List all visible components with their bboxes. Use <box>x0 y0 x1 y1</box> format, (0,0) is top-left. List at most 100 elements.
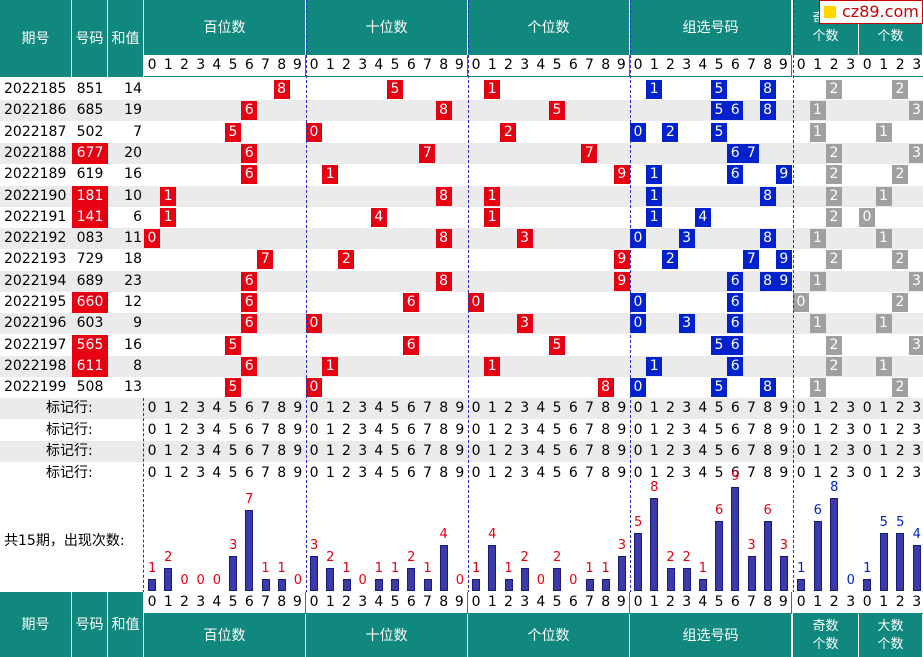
marker-digit[interactable]: 3 <box>682 400 692 416</box>
marker-digit[interactable]: 7 <box>261 400 270 416</box>
marker-digit[interactable]: 5 <box>390 421 400 438</box>
marker-digit[interactable]: 0 <box>862 464 872 481</box>
marker-digit[interactable]: 2 <box>895 443 905 459</box>
marker-digit[interactable]: 7 <box>747 421 756 438</box>
site-logo[interactable]: cz89.com <box>819 0 923 24</box>
marker-digit[interactable]: 4 <box>698 400 708 416</box>
marker-digit[interactable]: 6 <box>730 464 740 481</box>
marker-digit[interactable]: 2 <box>895 464 905 481</box>
marker-digit[interactable]: 2 <box>504 400 513 416</box>
marker-digit[interactable]: 6 <box>244 464 254 481</box>
marker-digit[interactable]: 8 <box>277 400 287 416</box>
marker-digit[interactable]: 1 <box>879 400 889 416</box>
marker-digit[interactable]: 2 <box>342 464 351 481</box>
marker-digit[interactable]: 3 <box>196 400 206 416</box>
marker-digit[interactable]: 7 <box>423 443 432 459</box>
marker-digit[interactable]: 6 <box>244 400 254 416</box>
marker-digit[interactable]: 3 <box>682 443 692 459</box>
marker-digit[interactable]: 5 <box>390 443 400 459</box>
marker-digit[interactable]: 7 <box>747 443 756 459</box>
marker-digit[interactable]: 1 <box>325 464 335 481</box>
marker-digit[interactable]: 4 <box>212 421 222 438</box>
marker-digit[interactable]: 5 <box>228 421 238 438</box>
marker-digit[interactable]: 8 <box>763 400 773 416</box>
marker-digit[interactable]: 4 <box>374 421 384 438</box>
marker-digit[interactable]: 1 <box>879 421 889 438</box>
marker-digit[interactable]: 7 <box>585 443 594 459</box>
marker-digit[interactable]: 1 <box>163 421 173 438</box>
marker-digit[interactable]: 6 <box>568 421 578 438</box>
marker-digit[interactable]: 8 <box>277 421 287 438</box>
marker-digit[interactable]: 8 <box>601 421 611 438</box>
marker-digit[interactable]: 6 <box>244 421 254 438</box>
marker-digit[interactable]: 2 <box>829 464 839 481</box>
marker-digit[interactable]: 5 <box>552 400 562 416</box>
marker-digit[interactable]: 6 <box>568 443 578 459</box>
marker-digit[interactable]: 3 <box>682 464 692 481</box>
marker-digit[interactable]: 9 <box>617 400 627 416</box>
marker-digit[interactable]: 9 <box>455 443 465 459</box>
marker-digit[interactable]: 8 <box>601 400 611 416</box>
marker-digit[interactable]: 3 <box>846 421 856 438</box>
marker-digit[interactable]: 0 <box>633 443 643 459</box>
marker-digit[interactable]: 1 <box>325 400 335 416</box>
marker-digit[interactable]: 8 <box>763 464 773 481</box>
marker-digit[interactable]: 2 <box>342 443 351 459</box>
marker-digit[interactable]: 1 <box>163 443 173 459</box>
marker-digit[interactable]: 3 <box>358 443 368 459</box>
marker-digit[interactable]: 3 <box>196 464 206 481</box>
marker-digit[interactable]: 2 <box>504 443 513 459</box>
marker-digit[interactable]: 4 <box>536 443 546 459</box>
marker-digit[interactable]: 8 <box>439 464 449 481</box>
marker-digit[interactable]: 2 <box>895 421 905 438</box>
marker-digit[interactable]: 4 <box>212 443 222 459</box>
marker-digit[interactable]: 1 <box>879 443 889 459</box>
marker-digit[interactable]: 3 <box>846 443 856 459</box>
marker-digit[interactable]: 7 <box>585 400 594 416</box>
marker-row[interactable]: 标记行: 0 1 2 3 4 5 6 7 8 9 0 1 2 3 4 5 6 7 8 9 0 1 2 3 4 5 6 7 8 9 0 1 2 3 4 5… <box>0 441 923 462</box>
marker-digit[interactable]: 0 <box>471 443 481 459</box>
marker-digit[interactable]: 3 <box>196 443 206 459</box>
marker-digit[interactable]: 3 <box>846 400 856 416</box>
marker-digit[interactable]: 6 <box>406 443 416 459</box>
marker-digit[interactable]: 4 <box>212 464 222 481</box>
marker-digit[interactable]: 2 <box>180 400 189 416</box>
marker-digit[interactable]: 7 <box>261 443 270 459</box>
marker-digit[interactable]: 0 <box>147 464 157 481</box>
marker-digit[interactable]: 5 <box>228 464 238 481</box>
marker-digit[interactable]: 0 <box>309 464 319 481</box>
marker-digit[interactable]: 8 <box>601 443 611 459</box>
marker-digit[interactable]: 8 <box>277 443 287 459</box>
marker-digit[interactable]: 2 <box>829 400 839 416</box>
marker-digit[interactable]: 1 <box>163 400 173 416</box>
marker-digit[interactable]: 9 <box>293 400 303 416</box>
marker-digit[interactable]: 8 <box>763 421 773 438</box>
marker-digit[interactable]: 3 <box>912 443 922 459</box>
marker-digit[interactable]: 5 <box>390 464 400 481</box>
marker-digit[interactable]: 0 <box>862 400 872 416</box>
marker-digit[interactable]: 3 <box>912 421 922 438</box>
marker-digit[interactable]: 0 <box>633 400 643 416</box>
marker-digit[interactable]: 0 <box>147 443 157 459</box>
marker-digit[interactable]: 1 <box>649 464 659 481</box>
marker-digit[interactable]: 2 <box>180 464 189 481</box>
marker-digit[interactable]: 0 <box>862 421 872 438</box>
marker-digit[interactable]: 9 <box>617 443 627 459</box>
marker-digit[interactable]: 0 <box>471 464 481 481</box>
marker-digit[interactable]: 1 <box>487 464 497 481</box>
marker-digit[interactable]: 9 <box>293 464 303 481</box>
marker-digit[interactable]: 4 <box>374 443 384 459</box>
marker-digit[interactable]: 5 <box>714 400 724 416</box>
marker-digit[interactable]: 2 <box>666 400 675 416</box>
marker-digit[interactable]: 3 <box>912 400 922 416</box>
marker-digit[interactable]: 7 <box>585 421 594 438</box>
marker-digit[interactable]: 1 <box>879 464 889 481</box>
marker-digit[interactable]: 8 <box>601 464 611 481</box>
marker-digit[interactable]: 9 <box>455 400 465 416</box>
marker-digit[interactable]: 1 <box>487 443 497 459</box>
marker-digit[interactable]: 3 <box>520 421 530 438</box>
marker-digit[interactable]: 7 <box>747 464 756 481</box>
marker-digit[interactable]: 9 <box>779 421 789 438</box>
marker-digit[interactable]: 6 <box>730 443 740 459</box>
marker-digit[interactable]: 8 <box>277 464 287 481</box>
